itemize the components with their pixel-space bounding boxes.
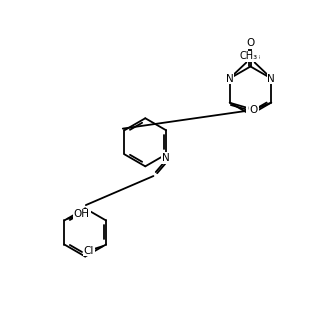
Text: OH: OH bbox=[74, 210, 90, 219]
Text: Cl: Cl bbox=[84, 245, 94, 256]
Text: N: N bbox=[162, 153, 169, 163]
Text: O: O bbox=[247, 104, 256, 114]
Text: N: N bbox=[268, 73, 275, 84]
Text: O: O bbox=[250, 105, 258, 115]
Text: O: O bbox=[246, 38, 255, 48]
Text: N: N bbox=[226, 73, 233, 84]
Text: CH₃: CH₃ bbox=[243, 52, 261, 61]
Text: CH₃: CH₃ bbox=[240, 52, 258, 61]
